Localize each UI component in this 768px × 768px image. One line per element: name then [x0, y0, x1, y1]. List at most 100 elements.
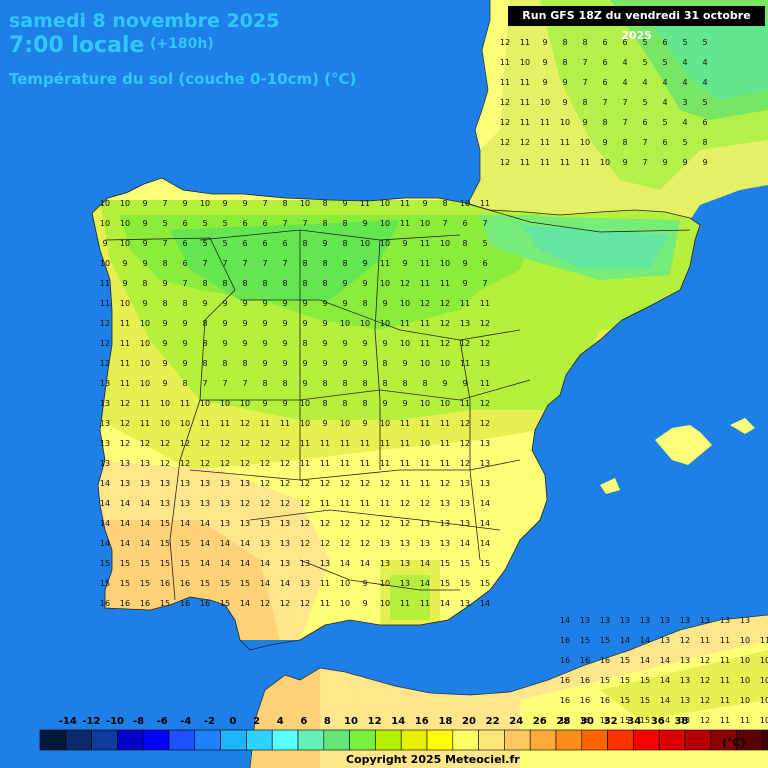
grid-value: 12 — [440, 299, 450, 308]
grid-value: 10 — [380, 599, 390, 608]
legend-tick-label: -6 — [157, 716, 168, 727]
grid-value: 4 — [642, 78, 647, 87]
grid-value: 13 — [260, 539, 270, 548]
grid-value: 11 — [400, 459, 410, 468]
grid-value: 9 — [442, 379, 447, 388]
grid-value: 12 — [240, 499, 250, 508]
grid-value: 7 — [602, 98, 607, 107]
grid-value: 10 — [380, 219, 390, 228]
grid-value: 9 — [302, 359, 307, 368]
grid-value: 9 — [542, 58, 547, 67]
grid-value: 12 — [280, 439, 290, 448]
grid-value: 14 — [260, 579, 270, 588]
grid-value: 15 — [640, 696, 650, 705]
grid-value: 11 — [700, 636, 710, 645]
grid-value: 9 — [162, 279, 167, 288]
grid-value: 10 — [400, 339, 410, 348]
grid-value: 12 — [500, 38, 510, 47]
grid-value: 13 — [180, 479, 190, 488]
grid-value: 8 — [342, 239, 347, 248]
grid-value: 11 — [480, 379, 490, 388]
grid-value: 8 — [282, 379, 287, 388]
grid-value: 9 — [382, 299, 387, 308]
grid-value: 11 — [320, 599, 330, 608]
grid-value: 11 — [120, 339, 130, 348]
grid-value: 14 — [360, 559, 370, 568]
grid-value: 10 — [240, 399, 250, 408]
grid-value: 11 — [380, 439, 390, 448]
grid-value: 9 — [542, 78, 547, 87]
grid-value: 11 — [720, 636, 730, 645]
grid-value: 10 — [140, 379, 150, 388]
grid-value: 9 — [142, 219, 147, 228]
grid-value: 11 — [740, 716, 750, 725]
grid-value: 15 — [440, 579, 450, 588]
grid-value: 15 — [120, 579, 130, 588]
legend-tick-label: 10 — [344, 716, 358, 727]
grid-value: 7 — [282, 259, 287, 268]
grid-value: 16 — [600, 716, 610, 725]
grid-value: 7 — [222, 379, 227, 388]
grid-value: 9 — [282, 299, 287, 308]
grid-value: 9 — [582, 118, 587, 127]
grid-value: 13 — [240, 479, 250, 488]
grid-value: 12 — [400, 279, 410, 288]
grid-value: 8 — [162, 259, 167, 268]
grid-value: 12 — [360, 479, 370, 488]
grid-value: 8 — [322, 259, 327, 268]
grid-value: 10 — [360, 319, 370, 328]
grid-value: 8 — [262, 379, 267, 388]
grid-value: 6 — [602, 78, 607, 87]
grid-value: 6 — [622, 38, 627, 47]
grid-value: 7 — [182, 279, 187, 288]
grid-value: 12 — [240, 419, 250, 428]
grid-value: 13 — [700, 616, 710, 625]
grid-value: 10 — [420, 399, 430, 408]
grid-value: 9 — [142, 199, 147, 208]
grid-value: 14 — [660, 696, 670, 705]
grid-value: 10 — [740, 636, 750, 645]
grid-value: 12 — [280, 459, 290, 468]
grid-value: 15 — [460, 559, 470, 568]
legend-tick-label: 4 — [277, 716, 284, 727]
grid-value: 8 — [382, 359, 387, 368]
grid-value: 15 — [100, 579, 110, 588]
grid-value: 12 — [240, 459, 250, 468]
grid-value: 5 — [682, 138, 687, 147]
grid-value: 12 — [700, 656, 710, 665]
grid-value: 10 — [560, 118, 570, 127]
grid-value: 8 — [342, 399, 347, 408]
legend-swatch — [555, 729, 583, 751]
grid-value: 16 — [600, 656, 610, 665]
grid-value: 13 — [420, 539, 430, 548]
grid-value: 11 — [720, 696, 730, 705]
grid-value: 9 — [302, 379, 307, 388]
grid-value: 11 — [400, 439, 410, 448]
grid-value: 12 — [460, 439, 470, 448]
grid-value: 11 — [320, 579, 330, 588]
grid-value: 13 — [420, 519, 430, 528]
grid-value: 9 — [462, 379, 467, 388]
grid-value: 8 — [182, 379, 187, 388]
legend-tick-label: 2 — [253, 716, 260, 727]
grid-value: 10 — [740, 656, 750, 665]
grid-value: 12 — [480, 399, 490, 408]
grid-value: 10 — [140, 359, 150, 368]
grid-value: 14 — [420, 579, 430, 588]
grid-value: 14 — [240, 599, 250, 608]
grid-value: 14 — [460, 539, 470, 548]
mallorca-island — [655, 425, 712, 465]
color-scale-legend: -14 -12 -10 -8 -6 -4 -2 0 2 4 6 8 10 12 14 16 18 20 22 24 26… — [39, 716, 768, 751]
grid-value: 15 — [160, 559, 170, 568]
grid-value: 13 — [280, 559, 290, 568]
grid-value: 9 — [562, 98, 567, 107]
legend-swatch — [762, 729, 768, 751]
grid-value: 12 — [500, 98, 510, 107]
grid-value: 13 — [680, 716, 690, 725]
grid-value: 9 — [542, 38, 547, 47]
grid-value: 9 — [282, 399, 287, 408]
grid-value: 13 — [580, 616, 590, 625]
grid-value: 5 — [642, 98, 647, 107]
borders — [91, 177, 701, 651]
grid-value: 9 — [282, 319, 287, 328]
